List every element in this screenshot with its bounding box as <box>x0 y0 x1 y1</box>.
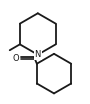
Text: N: N <box>35 50 41 59</box>
Text: O: O <box>12 54 19 63</box>
